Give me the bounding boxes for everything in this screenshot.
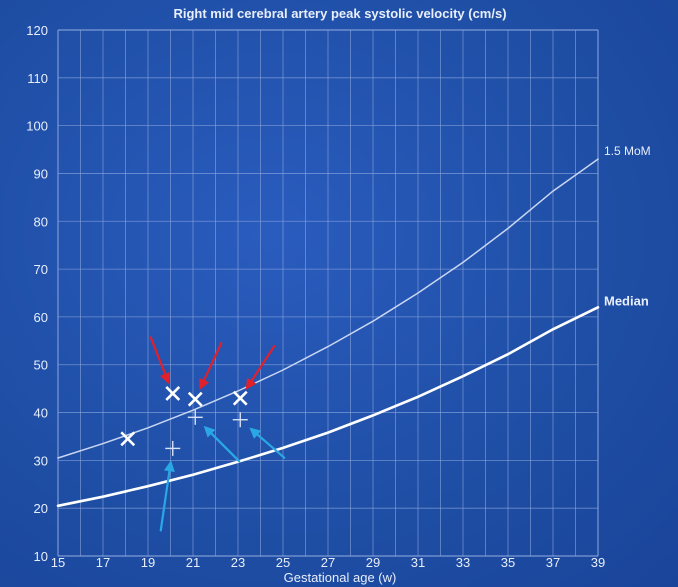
arrow-shaft [206,428,241,463]
x-marker [165,385,181,401]
data-markers [120,385,248,456]
x-marker-stroke [120,431,136,447]
x-tick-label: 25 [276,555,290,570]
x-marker [187,391,203,407]
x-tick-label: 15 [51,555,65,570]
x-tick-label: 23 [231,555,245,570]
arrow-shaft [247,345,276,386]
x-tick-label: 39 [591,555,605,570]
y-tick-label: 50 [34,358,48,373]
y-tick-label: 30 [34,453,48,468]
annotation-arrows [149,336,286,532]
arrow-shaft [252,430,286,459]
chart-title: Right mid cerebral artery peak systolic … [173,6,506,21]
arrow-head [245,377,257,390]
y-tick-label: 20 [34,501,48,516]
arrow-head [159,371,171,385]
arrow-head [199,377,210,391]
x-axis-title: Gestational age (w) [284,570,397,585]
y-tick-label: 110 [27,71,48,86]
arrow-shaft [200,342,223,386]
arrow-shaft [149,336,168,380]
arrow-head [203,425,216,438]
y-tick-label: 10 [34,549,48,564]
blue-arrow [249,427,286,459]
x-tick-label: 27 [321,555,335,570]
x-marker-stroke [232,390,248,406]
x-tick-label: 17 [96,555,110,570]
y-tick-label: 90 [34,166,48,181]
arrow-head [163,460,175,472]
x-marker [120,431,136,447]
blue-arrow [159,460,175,532]
y-tick-label: 40 [34,406,48,421]
y-tick-label: 70 [34,262,48,277]
blue-arrow [203,425,241,463]
x-tick-label: 31 [411,555,425,570]
x-tick-label: 21 [186,555,200,570]
x-marker-stroke [165,385,181,401]
x-tick-label: 19 [141,555,155,570]
x-marker-stroke [187,391,203,407]
red-arrow [245,345,276,390]
x-marker [232,390,248,406]
plus-marker [232,412,248,428]
y-tick-label: 120 [26,23,48,38]
arrow-head [249,427,262,439]
mom-1-5-curve [57,158,599,459]
y-tick-labels: 10 20 30 40 50 60 70 80 90 100 110 120 [26,23,48,564]
mom-1-5-label: 1.5 MoM [604,144,651,158]
curve-labels: 1.5 MoM Median [604,144,651,308]
x-tick-label: 33 [456,555,470,570]
y-tick-label: 100 [26,119,48,134]
red-arrow [149,336,171,385]
reference-curves [56,158,600,508]
x-tick-label: 29 [366,555,380,570]
arrow-shaft [159,465,172,532]
median-curve [56,306,600,508]
x-tick-label: 37 [546,555,560,570]
median-label: Median [604,293,649,308]
plus-marker [165,440,181,456]
plus-marker [187,409,203,425]
red-arrow [199,342,223,391]
y-tick-label: 60 [34,310,48,325]
y-tick-label: 80 [34,214,48,229]
grid [57,29,599,557]
x-tick-label: 35 [501,555,515,570]
x-tick-labels: 15 17 19 21 23 25 27 29 31 33 35 37 39 [51,555,605,570]
